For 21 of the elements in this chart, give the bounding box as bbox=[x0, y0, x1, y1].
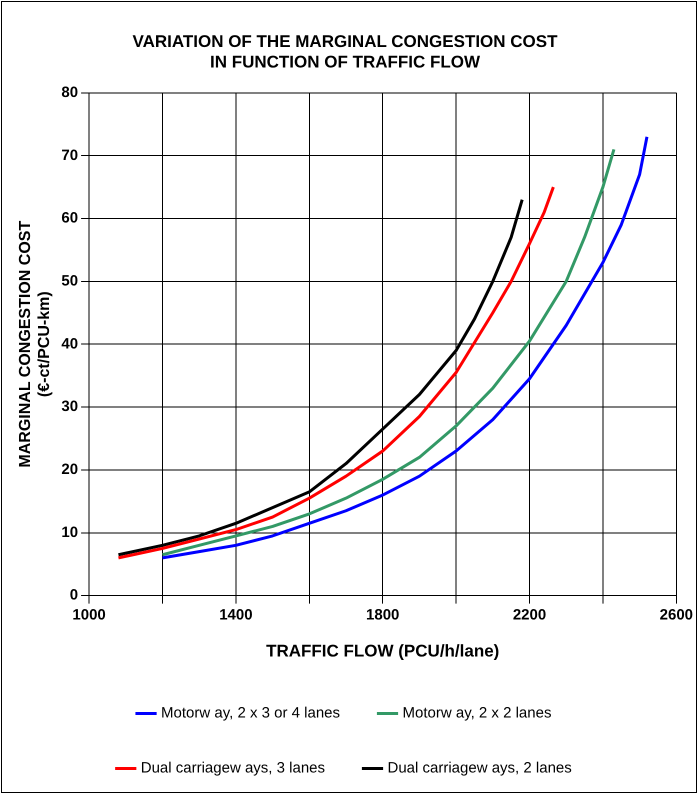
x-axis-title: TRAFFIC FLOW (PCU/h/lane) bbox=[266, 641, 500, 660]
legend-label: Dual carriagew ays, 3 lanes bbox=[140, 760, 326, 777]
legend-label: Motorw ay, 2 x 3 or 4 lanes bbox=[161, 704, 340, 722]
y-tick-label: 10 bbox=[61, 524, 78, 541]
y-tick-label: 0 bbox=[70, 586, 78, 604]
x-tick-label: 2200 bbox=[512, 606, 546, 624]
x-tick-label: 1400 bbox=[219, 606, 253, 624]
legend-label: Motorw ay, 2 x 2 lanes bbox=[402, 704, 552, 722]
y-tick-label: 50 bbox=[61, 272, 78, 290]
x-tick-label: 2600 bbox=[660, 606, 694, 624]
x-tick-label: 1000 bbox=[72, 606, 106, 624]
legend-label: Dual carriagew ays, 2 lanes bbox=[388, 760, 572, 777]
y-tick-label: 30 bbox=[61, 398, 78, 416]
y-tick-label: 40 bbox=[61, 335, 78, 352]
y-tick-label: 80 bbox=[61, 84, 78, 101]
y-tick-label: 60 bbox=[61, 210, 78, 227]
x-tick-label: 1800 bbox=[366, 606, 400, 624]
y-tick-label: 70 bbox=[61, 146, 78, 164]
chart-title: VARIATION OF THE MARGINAL CONGESTION COST IN FUNCTION OF TRAFFIC FLOW bbox=[132, 32, 558, 72]
y-axis-title: MARGINAL CONGESTION COST (€-ct/PCU-km) bbox=[17, 220, 54, 468]
y-tick-label: 20 bbox=[61, 461, 78, 478]
